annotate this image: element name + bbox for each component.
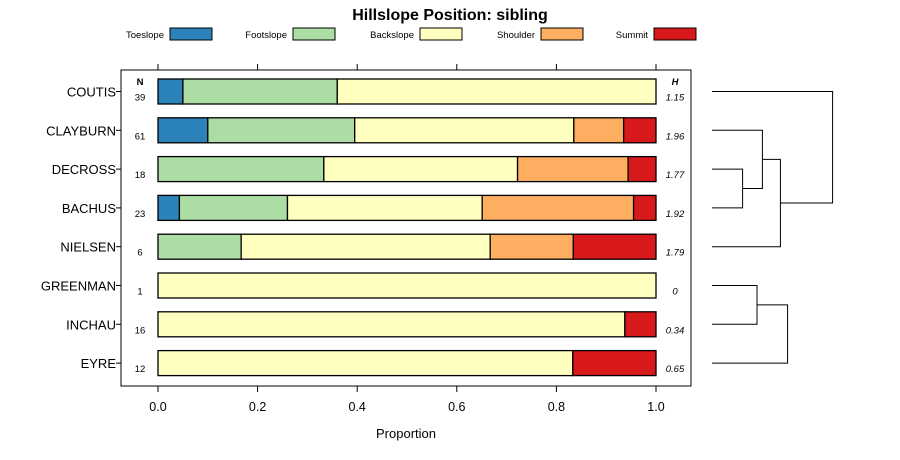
h-value-greenman: 0 [672,287,678,298]
bar-segment-eyre-summit [572,349,657,377]
dendrogram-link [712,168,744,209]
legend-swatch-summit [653,27,697,41]
bar-segment-coutis-footslope [182,78,338,105]
h-value-coutis: 1.15 [666,93,685,104]
legend-label-footslope: Footslope [245,30,287,41]
dendrogram-link [712,91,834,204]
h-value-bachus: 1.92 [666,209,685,220]
row-label-nielsen: NIELSEN [60,240,116,255]
bar-segment-decross-summit [627,155,657,183]
legend-swatch-footslope [292,27,336,41]
dendrogram-link [712,304,789,364]
legend: Toeslope Footslope Backslope Shoulder Summit [126,27,697,41]
row-label-greenman: GREENMAN [41,279,116,294]
bar-segment-decross-backslope [323,155,519,183]
bar-segment-bachus-toeslope [157,194,181,222]
row-label-bachus: BACHUS [62,201,117,216]
legend-label-summit: Summit [616,30,649,41]
x-tick-label: 0.8 [548,400,565,414]
bar-segment-nielsen-backslope [240,233,491,260]
n-value-decross: 18 [135,170,146,181]
bar-segment-bachus-shoulder [481,194,635,222]
h-value-nielsen: 1.79 [666,248,685,259]
bar-segment-eyre-backslope [157,349,574,377]
plot-panel [120,69,692,387]
n-value-nielsen: 6 [137,248,142,259]
dendrogram-link [712,285,758,325]
bar-segment-clayburn-summit [622,117,657,144]
bar-segment-inchau-summit [624,311,657,338]
x-axis: 0.0 0.2 0.4 0.6 0.8 1.0 [149,64,665,414]
row-label-decross: DECROSS [52,162,117,177]
chart-title: Hillslope Position: sibling [352,7,548,24]
bar-segment-decross-shoulder [516,155,629,183]
bar-segment-bachus-footslope [178,194,289,222]
bar-segment-bachus-summit [632,194,657,222]
stacked-bars [157,78,657,377]
row-annotations: 39 1.15 61 1.96 18 1.77 23 1.92 6 1.79 1 0 16 0.34 12 0… [135,93,685,376]
bar-segment-nielsen-shoulder [489,233,574,260]
x-axis-label: Proportion [376,426,436,441]
bar-segment-greenman-backslope [157,272,657,299]
row-labels: COUTIS CLAYBURN DECROSS BACHUS NIELSEN GREENM… [41,85,121,371]
n-value-greenman: 1 [137,287,142,298]
legend-label-backslope: Backslope [370,30,414,41]
n-value-coutis: 39 [135,93,146,104]
x-tick-label: 1.0 [647,400,664,414]
n-value-bachus: 23 [135,209,146,220]
bar-segment-nielsen-footslope [157,233,242,260]
h-value-eyre: 0.65 [666,364,685,375]
n-column-header: N [137,77,144,88]
bar-segment-bachus-backslope [286,194,483,222]
bar-segment-coutis-toeslope [157,78,184,105]
n-value-clayburn: 61 [135,131,146,142]
bar-segment-clayburn-backslope [354,117,575,144]
h-column-header: H [672,77,680,88]
row-label-eyre: EYRE [81,356,117,371]
bar-segment-clayburn-toeslope [157,117,209,144]
legend-label-toeslope: Toeslope [126,30,164,41]
n-value-inchau: 16 [135,325,146,336]
row-label-clayburn: CLAYBURN [46,123,116,138]
x-tick-label: 0.0 [149,400,166,414]
row-label-coutis: COUTIS [67,85,116,100]
legend-swatch-toeslope [169,27,213,41]
legend-swatch-shoulder [540,27,584,41]
dendrogram [712,91,834,364]
legend-swatch-backslope [419,27,463,41]
dendrogram-link [712,158,781,248]
x-tick-label: 0.4 [349,400,366,414]
row-label-inchau: INCHAU [66,317,116,332]
n-value-eyre: 12 [135,364,146,375]
bar-segment-clayburn-footslope [207,117,356,144]
h-value-clayburn: 1.96 [666,131,685,142]
x-tick-label: 0.2 [249,400,266,414]
x-tick-label: 0.6 [448,400,465,414]
bar-segment-decross-footslope [157,155,325,183]
bar-segment-nielsen-summit [572,233,657,260]
bar-segment-coutis-backslope [336,78,657,105]
bar-segment-inchau-backslope [157,311,626,338]
dendrogram-link [712,129,763,189]
h-value-inchau: 0.34 [666,325,685,336]
legend-label-shoulder: Shoulder [497,30,535,41]
h-value-decross: 1.77 [666,170,685,181]
bar-segment-clayburn-shoulder [573,117,625,144]
